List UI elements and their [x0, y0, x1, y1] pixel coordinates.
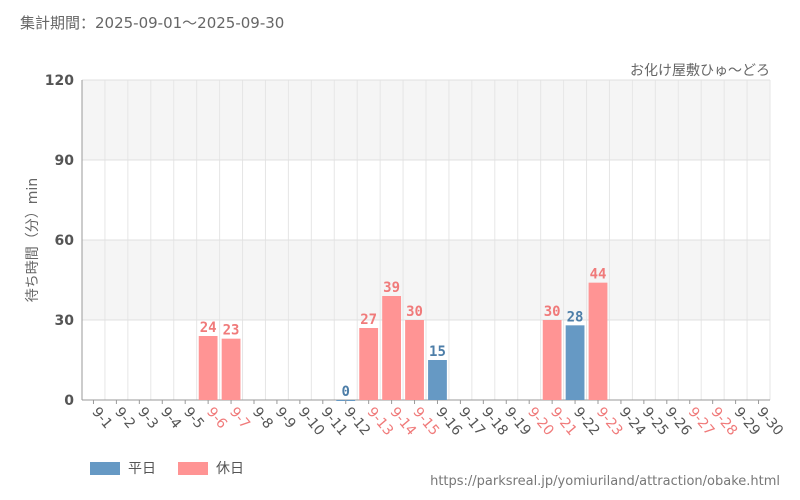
x-tick-label: 9-6 [203, 404, 230, 432]
bar-value-label: 30 [544, 304, 561, 320]
bar-value-label: 28 [567, 309, 584, 325]
x-tick-label: 9-5 [180, 404, 207, 432]
attraction-name: お化け屋敷ひゅ〜どろ [630, 63, 770, 79]
y-tick-label: 0 [64, 393, 74, 409]
legend-label-weekday: 平日 [128, 461, 156, 477]
y-tick-label: 30 [55, 313, 75, 329]
bar-value-label: 44 [590, 267, 607, 283]
bar-value-label: 0 [342, 384, 350, 400]
bar-value-label: 39 [383, 280, 400, 296]
bar-value-label: 30 [406, 304, 423, 320]
bar [542, 320, 562, 400]
x-tick-label: 9-1 [88, 404, 115, 432]
x-tick-label: 9-2 [111, 404, 138, 432]
y-tick-label: 60 [55, 233, 75, 249]
bar [405, 320, 424, 400]
x-tick-label: 9-4 [157, 404, 184, 432]
legend-swatch-holiday [178, 461, 208, 475]
x-tick-label: 9-7 [226, 404, 253, 432]
x-tick-label: 9-3 [134, 404, 161, 432]
y-tick-label: 120 [45, 73, 74, 89]
bar [359, 328, 379, 400]
bar [382, 296, 402, 400]
x-tick-label: 9-8 [249, 404, 276, 432]
bar-value-label: 15 [429, 344, 446, 360]
legend: 平日 休日 [90, 458, 266, 478]
bar [588, 282, 608, 400]
y-tick-label: 90 [55, 153, 75, 169]
bar [198, 336, 218, 400]
bar-value-label: 23 [223, 323, 240, 339]
bar-value-label: 27 [360, 312, 377, 328]
x-tick-label: 9-9 [272, 404, 299, 432]
legend-item-weekday: 平日 [90, 458, 156, 478]
bar [428, 360, 447, 400]
legend-item-holiday: 休日 [178, 458, 244, 478]
bar-value-label: 24 [200, 320, 217, 336]
period-label: 集計期間：2025-09-01〜2025-09-30 [20, 14, 285, 32]
legend-swatch-weekday [90, 461, 120, 475]
bar [565, 325, 585, 400]
bar [221, 338, 241, 400]
source-url[interactable]: https://parksreal.jp/yomiuriland/attract… [430, 474, 780, 489]
legend-label-holiday: 休日 [216, 461, 244, 477]
